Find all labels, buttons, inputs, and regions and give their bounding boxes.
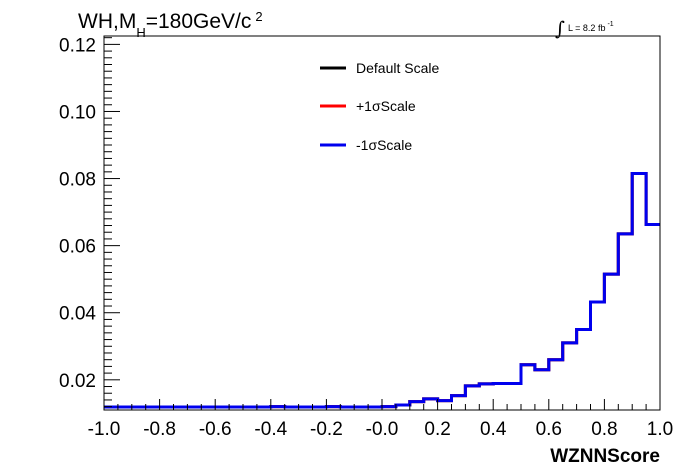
lumi-superscript: -1 <box>607 21 613 28</box>
title-value: =180GeV/c <box>146 10 252 33</box>
axis-layer: -1.0 -0.8 -0.6 -0.4 -0.2 -0.0 0.2 0.4 0.6 0.8 1.0 0… <box>59 35 673 440</box>
legend-label-plus-sigma: +1σScale <box>356 98 416 114</box>
series-minus-sigma-scale <box>104 172 660 409</box>
chart-title: WH,MH=180GeV/c 2 <box>78 9 263 40</box>
x-tick-label: 0.6 <box>536 419 562 440</box>
x-tick-label: 0.4 <box>480 419 507 440</box>
x-tick-label: 0.2 <box>424 419 450 440</box>
title-superscript: 2 <box>255 9 262 24</box>
x-tick-label: -0.4 <box>254 419 287 440</box>
series-layer <box>104 172 660 409</box>
x-tick-label: 1.0 <box>647 419 673 440</box>
x-axis-title: WZNNScore <box>550 446 660 467</box>
x-tick-label: -0.8 <box>143 419 176 440</box>
x-tick-label: -0.6 <box>199 419 232 440</box>
legend-label-minus-sigma: -1σScale <box>356 137 412 153</box>
lumi-label: L = 8.2 fb -1 <box>568 21 614 33</box>
title-subscript: H <box>136 25 145 40</box>
legend: Default Scale +1σScale -1σScale <box>320 60 439 153</box>
x-tick-label: 0.8 <box>591 419 617 440</box>
y-tick-label: 0.08 <box>59 170 96 191</box>
y-tick-label: 0.02 <box>59 371 96 392</box>
y-tick-label: 0.10 <box>59 102 96 123</box>
title-main: WH,M <box>78 10 136 33</box>
integral-symbol: ∫ <box>555 18 565 40</box>
x-tick-label: -0.0 <box>366 419 399 440</box>
x-tick-label: -1.0 <box>88 419 121 440</box>
legend-label-default: Default Scale <box>356 60 439 76</box>
y-tick-label: 0.12 <box>59 35 96 56</box>
y-tick-label: 0.04 <box>59 304 96 325</box>
x-tick-label: -0.2 <box>310 419 343 440</box>
y-tick-label: 0.06 <box>59 237 96 258</box>
lumi-text: L = 8.2 fb <box>568 23 605 33</box>
